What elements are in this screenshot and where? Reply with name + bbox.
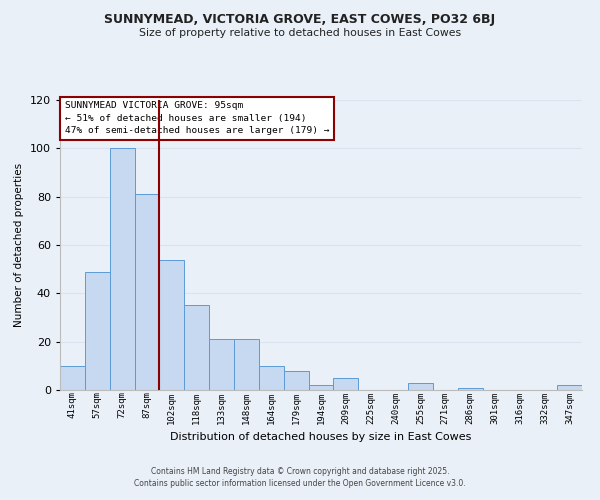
Bar <box>234 339 259 390</box>
X-axis label: Distribution of detached houses by size in East Cowes: Distribution of detached houses by size … <box>170 432 472 442</box>
Bar <box>308 385 334 390</box>
Bar <box>334 378 358 390</box>
Bar <box>284 370 308 390</box>
Text: Contains HM Land Registry data © Crown copyright and database right 2025.
Contai: Contains HM Land Registry data © Crown c… <box>134 466 466 487</box>
Bar <box>110 148 134 390</box>
Bar <box>557 385 582 390</box>
Bar <box>408 383 433 390</box>
Bar <box>184 306 209 390</box>
Y-axis label: Number of detached properties: Number of detached properties <box>14 163 24 327</box>
Bar <box>160 260 184 390</box>
Bar <box>259 366 284 390</box>
Text: SUNNYMEAD, VICTORIA GROVE, EAST COWES, PO32 6BJ: SUNNYMEAD, VICTORIA GROVE, EAST COWES, P… <box>104 12 496 26</box>
Bar <box>458 388 482 390</box>
Bar <box>134 194 160 390</box>
Bar <box>85 272 110 390</box>
Text: SUNNYMEAD VICTORIA GROVE: 95sqm
← 51% of detached houses are smaller (194)
47% o: SUNNYMEAD VICTORIA GROVE: 95sqm ← 51% of… <box>65 102 330 136</box>
Bar <box>209 339 234 390</box>
Text: Size of property relative to detached houses in East Cowes: Size of property relative to detached ho… <box>139 28 461 38</box>
Bar <box>60 366 85 390</box>
